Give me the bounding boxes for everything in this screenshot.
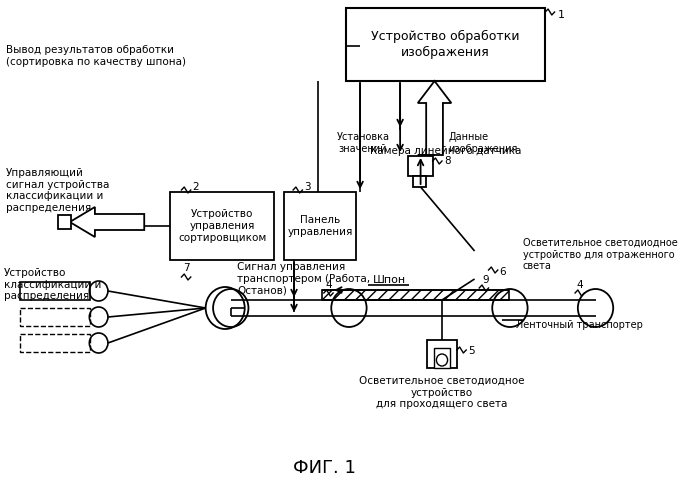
Text: 4: 4 — [326, 280, 332, 290]
Text: Устройство обработки
изображения: Устройство обработки изображения — [371, 31, 520, 59]
Text: 5: 5 — [468, 346, 475, 356]
Bar — [408, 156, 433, 176]
Bar — [58, 215, 71, 229]
Bar — [171, 192, 275, 260]
Text: Камера линейного датчика: Камера линейного датчика — [370, 146, 521, 156]
Text: 8: 8 — [444, 156, 450, 166]
Bar — [433, 348, 450, 368]
Text: 1: 1 — [557, 10, 564, 20]
Bar — [346, 8, 545, 81]
Text: 3: 3 — [304, 182, 311, 192]
Text: Шпон: Шпон — [373, 275, 405, 285]
Bar — [20, 334, 90, 352]
Text: 6: 6 — [500, 267, 506, 277]
Text: Вывод результатов обработки
(сортировка по качеству шпона): Вывод результатов обработки (сортировка … — [6, 45, 185, 67]
Bar — [413, 176, 426, 187]
Text: Управляющий
сигнал устройства
классификации и
распределения: Управляющий сигнал устройства классифика… — [6, 168, 109, 213]
Text: Ленточный транспортер: Ленточный транспортер — [517, 320, 643, 330]
Text: ФИГ. 1: ФИГ. 1 — [294, 459, 356, 477]
Text: Осветительное светодиодное
устройство
для проходящего света: Осветительное светодиодное устройство дл… — [359, 376, 525, 409]
Bar — [427, 340, 457, 368]
Polygon shape — [70, 207, 144, 237]
Text: 7: 7 — [183, 263, 190, 273]
Text: 4: 4 — [577, 280, 584, 290]
Bar — [20, 308, 90, 326]
Bar — [20, 282, 90, 300]
Text: Осветительное светодиодное
устройство для отраженного
света: Осветительное светодиодное устройство дл… — [523, 238, 678, 271]
Bar — [322, 290, 509, 300]
Text: Установка
значений: Установка значений — [336, 132, 389, 154]
Text: 2: 2 — [193, 182, 199, 192]
Text: Устройство
управления
сортировщиком: Устройство управления сортировщиком — [178, 210, 266, 243]
Polygon shape — [418, 81, 452, 155]
Text: 9: 9 — [482, 275, 489, 285]
Text: Устройство
классификации и
распределения: Устройство классификации и распределения — [3, 268, 101, 301]
Bar — [284, 192, 356, 260]
Text: Сигнал управления
транспортером (Работа,
Останов): Сигнал управления транспортером (Работа,… — [237, 262, 370, 295]
Text: Панель
управления: Панель управления — [287, 215, 353, 237]
Text: Данные
изображения: Данные изображения — [449, 132, 518, 154]
